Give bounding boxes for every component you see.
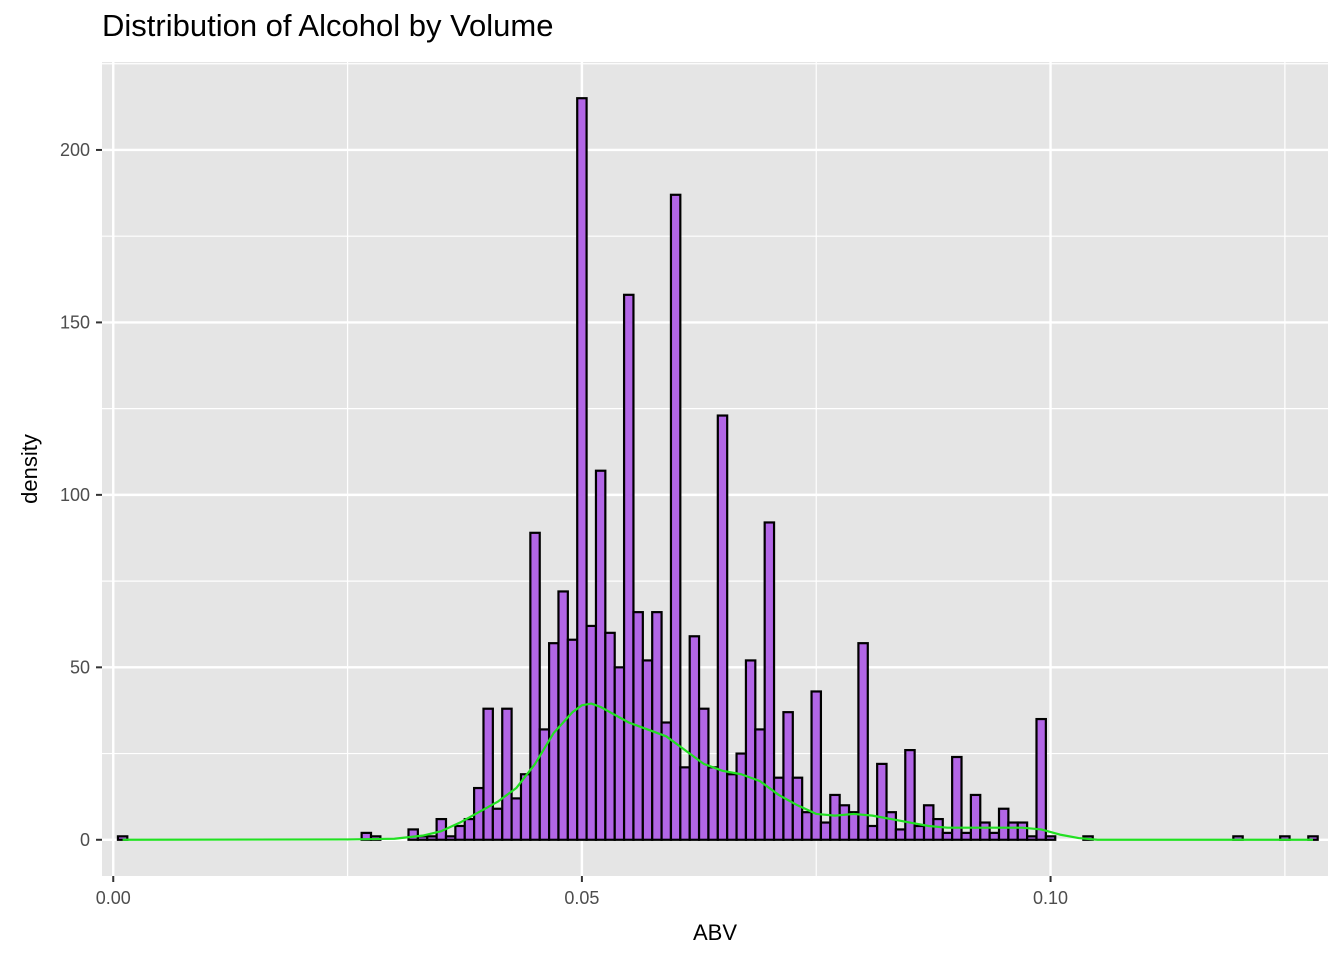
histogram-bar — [960, 831, 972, 841]
y-axis-title: density — [17, 434, 42, 504]
histogram-bars — [116, 97, 1319, 841]
y-tick-label: 150 — [60, 312, 90, 332]
histogram-bar — [613, 666, 626, 841]
histogram-bar — [772, 776, 785, 841]
histogram-bar — [763, 521, 776, 841]
histogram-bar — [585, 624, 598, 841]
histogram-bar — [529, 531, 541, 841]
histogram-bar — [1035, 717, 1047, 841]
histogram-bar — [876, 762, 888, 841]
histogram-bar — [463, 817, 476, 841]
histogram-bar — [894, 828, 907, 841]
density-curve — [122, 702, 1313, 841]
histogram-bar — [688, 635, 701, 841]
histogram-bar — [641, 659, 654, 841]
histogram-bar — [491, 807, 504, 841]
histogram-bar — [979, 821, 991, 841]
histogram-bar — [444, 835, 457, 841]
plot-panel — [102, 62, 1328, 876]
histogram-bar — [1044, 835, 1057, 841]
histogram-bar — [838, 804, 851, 841]
histogram-bar — [707, 766, 719, 841]
histogram-bar — [735, 752, 748, 841]
histogram-bar — [566, 638, 579, 841]
histogram-bar — [660, 721, 673, 841]
histogram-bar — [1007, 821, 1019, 841]
y-tick-label: 50 — [70, 657, 90, 677]
y-tick-label: 200 — [60, 140, 90, 160]
histogram-bar — [510, 797, 523, 841]
histogram-bar — [951, 755, 963, 841]
histogram-bar — [482, 707, 494, 841]
histogram-bar — [716, 414, 729, 841]
histogram-bar — [782, 711, 794, 841]
density-curve-layer — [122, 702, 1313, 841]
y-axis-ticks: 0 50 100 150 200 — [60, 140, 102, 850]
histogram-bar — [791, 776, 804, 841]
grid-minor — [102, 62, 1328, 876]
histogram-bar — [932, 817, 944, 841]
histogram-bar — [538, 728, 551, 841]
histogram-bar — [744, 659, 757, 841]
histogram-bar — [651, 611, 663, 841]
histogram-bar — [669, 193, 682, 841]
histogram-bar — [941, 831, 954, 841]
x-axis-title: ABV — [693, 920, 737, 945]
x-tick-label: 0.05 — [564, 888, 599, 908]
histogram-bar — [1307, 835, 1319, 841]
histogram-bar — [426, 835, 438, 841]
histogram-bar — [407, 828, 419, 841]
x-axis-ticks: 0.00 0.05 0.10 — [96, 876, 1068, 908]
x-tick-label: 0.10 — [1033, 888, 1068, 908]
histogram-bar — [576, 97, 588, 841]
histogram-bar — [726, 773, 738, 841]
histogram-bar — [885, 811, 898, 841]
histogram-bar — [519, 773, 532, 841]
histogram-bar — [988, 831, 1001, 841]
histogram-bar — [969, 793, 982, 841]
histogram-bar — [904, 749, 916, 841]
x-tick-label: 0.00 — [96, 888, 131, 908]
histogram-bar — [594, 469, 607, 841]
y-tick-label: 100 — [60, 485, 90, 505]
histogram-bar — [622, 293, 635, 841]
histogram-bar — [679, 766, 691, 841]
histogram-bar — [866, 824, 879, 841]
histogram-bar — [847, 811, 860, 841]
histogram-bar — [557, 590, 569, 841]
histogram-bar — [913, 824, 926, 841]
histogram-bar — [697, 707, 710, 841]
histogram-bar — [997, 807, 1010, 841]
histogram-bar — [547, 642, 560, 841]
histogram-bar — [604, 631, 616, 841]
histogram-bar — [810, 690, 823, 841]
histogram-bar — [829, 793, 841, 841]
y-tick-label: 0 — [80, 830, 90, 850]
chart-title: Distribution of Alcohol by Volume — [102, 8, 554, 43]
histogram-bar — [801, 811, 813, 841]
histogram-bar — [1026, 835, 1038, 841]
histogram-bar — [857, 642, 869, 841]
histogram-bar — [454, 824, 466, 841]
histogram-bar — [1016, 821, 1029, 841]
histogram-bar — [922, 804, 935, 841]
histogram-bar — [501, 707, 513, 841]
histogram-bar — [819, 821, 832, 841]
